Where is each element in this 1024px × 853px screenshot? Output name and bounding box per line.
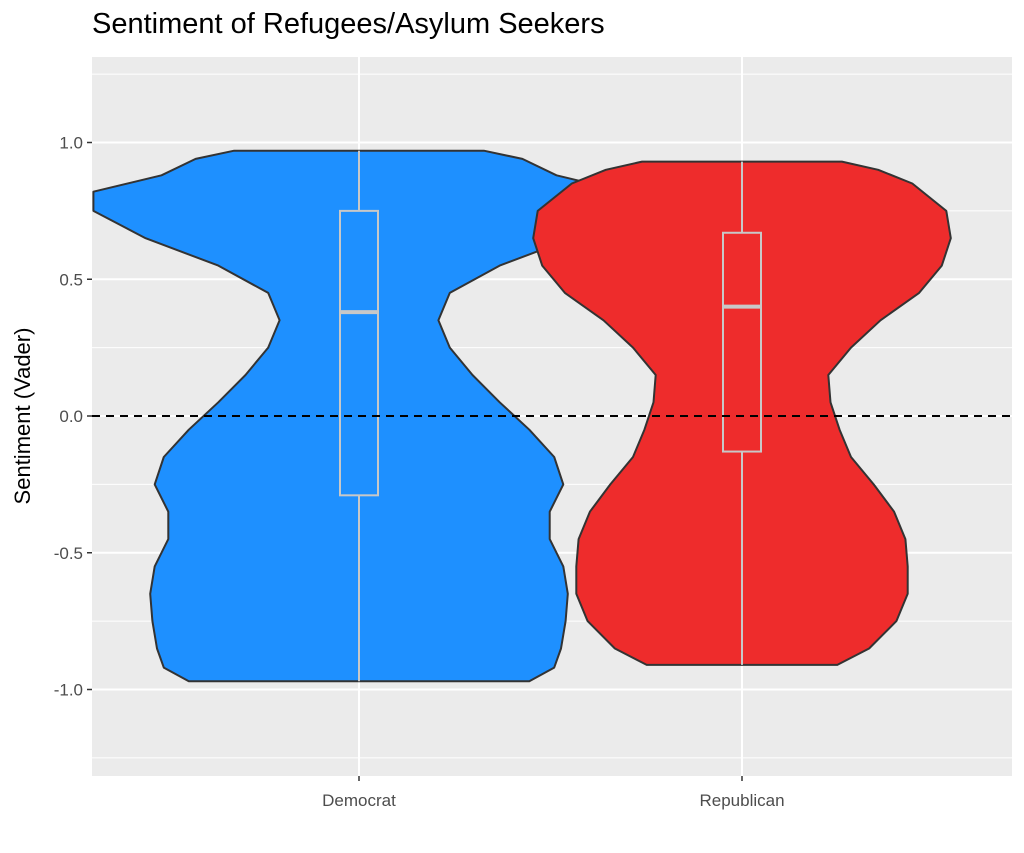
y-tick-label: 0.0: [59, 407, 83, 426]
y-axis: -1.0 -0.5 0.0 0.5 1.0: [54, 134, 92, 700]
iqr-box: [722, 231, 762, 453]
boxplots: [339, 150, 762, 682]
boxplot-republican: [722, 161, 762, 665]
x-tick-label-republican: Republican: [699, 791, 784, 810]
y-tick-label: -0.5: [54, 544, 83, 563]
x-axis: Democrat Republican: [322, 776, 785, 810]
y-tick-label: -1.0: [54, 681, 83, 700]
y-tick-label: 1.0: [59, 134, 83, 153]
y-axis-title: Sentiment (Vader): [10, 328, 35, 505]
x-tick-label-democrat: Democrat: [322, 791, 396, 810]
iqr-box: [339, 209, 379, 497]
boxplot-democrat: [339, 150, 379, 682]
violin-republican: [532, 160, 952, 666]
chart-title: Sentiment of Refugees/Asylum Seekers: [92, 8, 605, 40]
y-tick-label: 0.5: [59, 270, 83, 289]
